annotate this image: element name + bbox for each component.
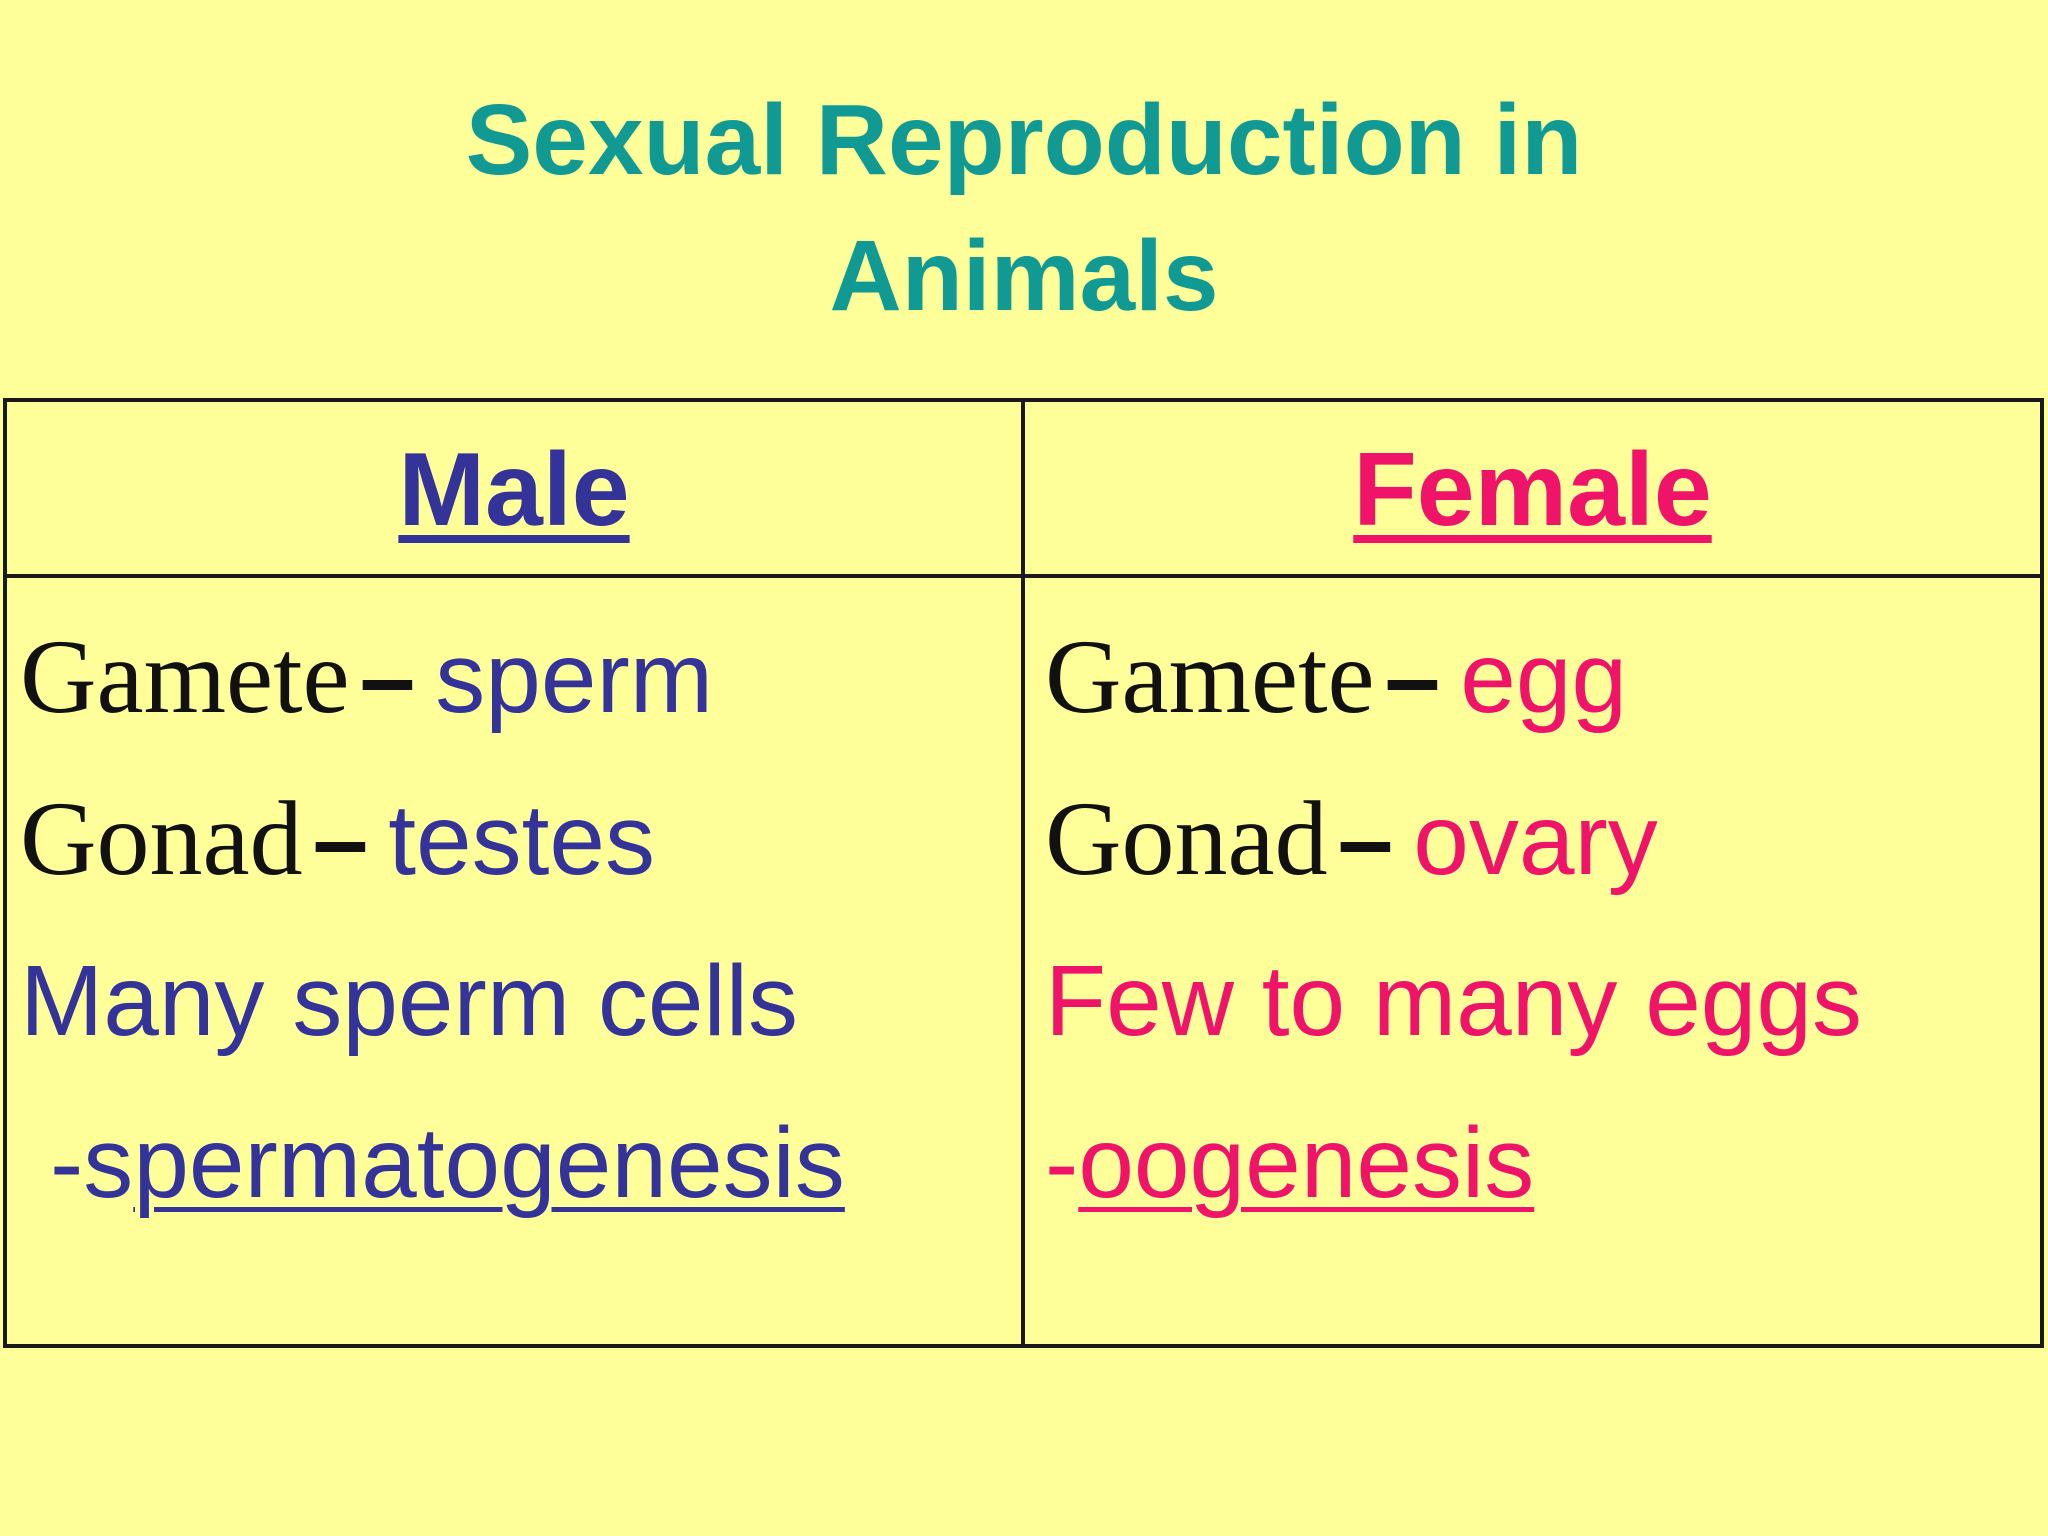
male-gamete-label: Gamete — [20, 618, 350, 735]
female-gonad-label: Gonad — [1045, 780, 1328, 897]
slide-title-line-2: Animals — [829, 220, 1219, 332]
male-process-term: permatogenesis — [133, 1107, 845, 1219]
female-column-header: Female — [1025, 420, 2040, 560]
slide-title: Sexual Reproduction in Animals — [0, 72, 2048, 344]
male-gamete-value: sperm — [435, 622, 714, 734]
male-process-row: -spermatogenesis — [20, 1082, 1020, 1244]
male-process-prefix: -s — [50, 1107, 134, 1219]
female-count-text: Few to many eggs — [1045, 945, 1863, 1057]
female-process-row: -oogenesis — [1045, 1082, 2040, 1244]
male-header-label: Male — [398, 432, 630, 548]
male-column-header: Male — [7, 420, 1021, 560]
table-header-divider — [3, 574, 2044, 578]
male-gamete-row: Gamete – sperm — [20, 596, 1020, 758]
female-gamete-label: Gamete — [1045, 618, 1375, 735]
male-column-cell: Gamete – sperm Gonad – testes Many sperm cel… — [20, 596, 1020, 1336]
female-gamete-value: egg — [1460, 622, 1628, 734]
female-gamete-row: Gamete – egg — [1045, 596, 2040, 758]
table-column-divider — [1021, 398, 1025, 1348]
female-header-label: Female — [1353, 432, 1712, 548]
male-count-text: Many sperm cells — [20, 945, 798, 1057]
male-gonad-label: Gonad — [20, 780, 303, 897]
male-gonad-value: testes — [388, 784, 656, 896]
female-gamete-dash: – — [1384, 622, 1441, 734]
female-count-row: Few to many eggs — [1045, 920, 2040, 1082]
female-gonad-dash: – — [1337, 784, 1394, 896]
female-gonad-row: Gonad – ovary — [1045, 758, 2040, 920]
female-process-prefix: - — [1045, 1107, 1079, 1219]
female-gonad-value: ovary — [1413, 784, 1658, 896]
female-process-term: oogenesis — [1078, 1107, 1535, 1219]
female-column-cell: Gamete – egg Gonad – ovary Few to many eggs … — [1045, 596, 2040, 1336]
slide-title-line-1: Sexual Reproduction in — [465, 84, 1583, 196]
male-count-row: Many sperm cells — [20, 920, 1020, 1082]
male-gonad-row: Gonad – testes — [20, 758, 1020, 920]
male-gamete-dash: – — [359, 622, 416, 734]
male-gonad-dash: – — [312, 784, 369, 896]
